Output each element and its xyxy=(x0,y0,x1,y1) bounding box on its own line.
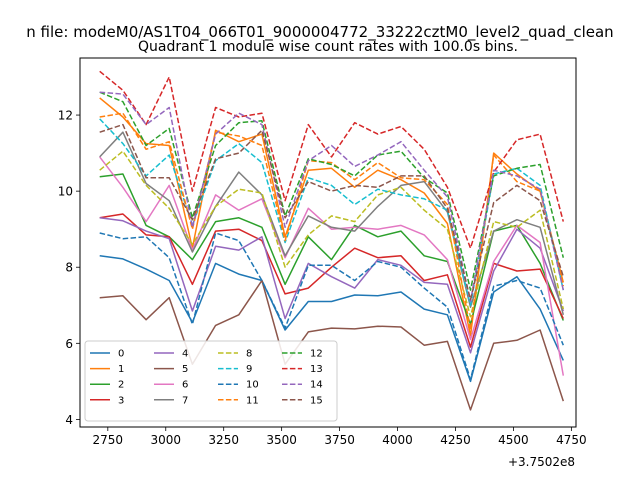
legend-label-6: 6 xyxy=(182,380,188,391)
series-line-15 xyxy=(99,123,565,301)
series-line-5 xyxy=(99,279,565,411)
series-line-7 xyxy=(99,131,565,315)
legend-label-5: 5 xyxy=(182,364,188,375)
y-tick-label: 12 xyxy=(58,109,73,123)
series-line-8 xyxy=(99,150,565,318)
series-line-14 xyxy=(99,91,565,303)
y-tick-label: 4 xyxy=(65,413,73,427)
x-tick-label: 4000 xyxy=(382,433,413,447)
x-tick-label: 4500 xyxy=(498,433,529,447)
series-line-0 xyxy=(99,255,564,383)
legend-label-4: 4 xyxy=(182,349,188,360)
x-tick-label: 3500 xyxy=(266,433,297,447)
y-tick-label: 10 xyxy=(58,185,73,199)
y-tick-label: 6 xyxy=(65,337,73,351)
legend-label-11: 11 xyxy=(246,395,259,406)
legend-box xyxy=(84,340,338,422)
legend-label-2: 2 xyxy=(118,380,124,391)
axis-layer: 2750 3000 3250 3500 3750 4000 4250 4500 47504681… xyxy=(58,109,587,447)
series-line-10 xyxy=(99,232,564,381)
series-line-2 xyxy=(99,173,564,326)
legend-label-13: 13 xyxy=(310,364,323,375)
legend-label-12: 12 xyxy=(310,349,323,360)
legend-label-3: 3 xyxy=(118,395,124,406)
series-line-6 xyxy=(99,156,565,376)
x-tick-label: 3250 xyxy=(208,433,239,447)
legend-label-0: 0 xyxy=(118,349,124,360)
series-line-3 xyxy=(99,213,564,348)
x-tick-label: 3000 xyxy=(150,433,181,447)
series-line-4 xyxy=(99,217,565,354)
figure-suptitle: n file: modeM0/AS1T04_066T01_9000004772_… xyxy=(26,23,613,42)
chart-title: Quadrant 1 module wise count rates with … xyxy=(138,39,518,55)
x-tick-label: 2750 xyxy=(93,433,124,447)
y-tick-label: 8 xyxy=(65,261,73,275)
legend-label-8: 8 xyxy=(246,349,252,360)
legend-label-7: 7 xyxy=(182,395,188,406)
x-tick-label: 4250 xyxy=(440,433,471,447)
x-tick-label: 3750 xyxy=(324,433,355,447)
x-offset-label: +3.7502e8 xyxy=(508,455,575,469)
legend-label-9: 9 xyxy=(246,364,252,375)
plot-frame xyxy=(79,57,577,428)
x-tick-label: 4750 xyxy=(556,433,587,447)
legend-label-1: 1 xyxy=(118,364,124,375)
series-line-13 xyxy=(99,70,565,249)
legend-label-14: 14 xyxy=(310,380,323,391)
legend-label-10: 10 xyxy=(246,380,259,391)
series-layer xyxy=(99,70,565,411)
legend-label-15: 15 xyxy=(310,395,323,406)
